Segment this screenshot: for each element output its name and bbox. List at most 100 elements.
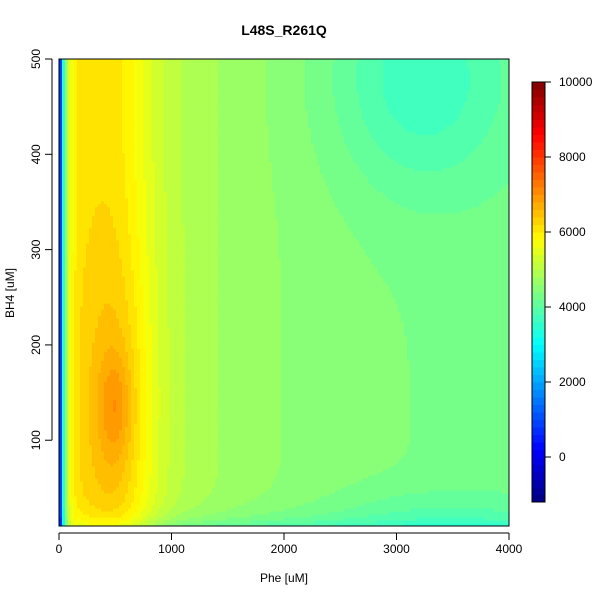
heatmap-cell [86,432,90,437]
heatmap-cell [62,306,66,310]
heatmap-cell [95,357,99,361]
heatmap-cell [86,519,90,524]
heatmap-cell [86,348,90,352]
heatmap-cell [83,510,87,515]
heatmap-cell [62,453,66,458]
heatmap-cell [107,89,111,93]
heatmap-cell [101,330,105,334]
heatmap-cell [68,206,72,211]
heatmap-cell [92,405,96,410]
heatmap-cell [83,486,87,491]
heatmap-cell [107,284,111,289]
heatmap-cell [68,486,72,491]
heatmap-cell [77,333,81,337]
heatmap-cell [65,89,69,93]
heatmap-cell [65,456,69,461]
heatmap-cell [107,86,111,90]
heatmap-cell [98,381,102,385]
heatmap-cell [62,345,66,349]
heatmap-cell [95,363,99,367]
heatmap-cell [65,402,69,407]
heatmap-cell [83,278,87,283]
heatmap-cell [107,510,111,515]
heatmap-cell [89,212,93,217]
heatmap-cell [62,474,66,479]
heatmap-cell [98,321,102,325]
heatmap-cell [68,188,72,193]
heatmap-cell [107,369,111,373]
heatmap-cell [92,65,96,69]
heatmap-cell [98,447,102,452]
heatmap-cell [95,140,99,144]
heatmap-cell [68,444,72,449]
heatmap-cell [83,251,87,256]
heatmap-cell [74,489,78,494]
heatmap-cell [68,423,72,428]
heatmap-cell [62,378,66,382]
heatmap-cell [86,278,90,283]
heatmap-cell [92,275,96,280]
heatmap-cell [101,59,105,63]
heatmap-cell [62,83,66,87]
heatmap-cell [104,336,108,340]
heatmap-cell [83,287,87,292]
heatmap-cell [65,417,69,422]
heatmap-cell [107,155,111,160]
heatmap-cell [80,134,84,138]
heatmap-cell [83,429,87,434]
heatmap-cell [68,149,72,153]
heatmap-cell [101,357,105,361]
heatmap-cell [71,263,75,268]
heatmap-cell [98,212,102,217]
heatmap-cell [83,495,87,500]
heatmap-cell [89,233,93,238]
heatmap-cell [62,272,66,277]
heatmap-cell [92,242,96,247]
heatmap-cell [104,101,108,105]
heatmap-cell [98,230,102,235]
heatmap-cell [98,456,102,461]
heatmap-cell [62,227,66,232]
heatmap-cell [92,480,96,485]
heatmap-cell [89,441,93,446]
heatmap-cell [89,408,93,413]
heatmap-cell [59,510,63,515]
heatmap-cell [104,447,108,452]
heatmap-cell [92,360,96,364]
heatmap-cell [83,89,87,93]
heatmap-cell [104,384,108,388]
heatmap-cell [95,248,99,253]
heatmap-cell [98,221,102,226]
heatmap-cell [101,95,105,99]
heatmap-cell [71,453,75,458]
heatmap-cell [98,59,102,63]
heatmap-cell [68,65,72,69]
heatmap-cell [89,110,93,114]
heatmap-cell [104,149,108,153]
heatmap-cell [80,420,84,425]
heatmap-cell [68,182,72,187]
heatmap-cell [92,89,96,93]
heatmap-cell [92,462,96,467]
heatmap-cell [71,330,75,334]
heatmap-cell [92,465,96,470]
heatmap-cell [95,471,99,476]
heatmap-cell [95,429,99,434]
heatmap-cell [104,360,108,364]
heatmap-cell [89,303,93,307]
heatmap-cell [86,254,90,259]
heatmap-cell [83,62,87,66]
heatmap-cell [77,257,81,262]
heatmap-cell [86,465,90,470]
heatmap-cell [98,324,102,328]
heatmap-cell [89,254,93,259]
heatmap-cell [101,333,105,337]
heatmap-cell [71,89,75,93]
heatmap-cell [101,65,105,69]
heatmap-cell [68,107,72,111]
heatmap-cell [65,158,69,163]
heatmap-cell [62,278,66,283]
heatmap-cell [104,330,108,334]
heatmap-cell [83,498,87,503]
heatmap-cell [62,185,66,190]
